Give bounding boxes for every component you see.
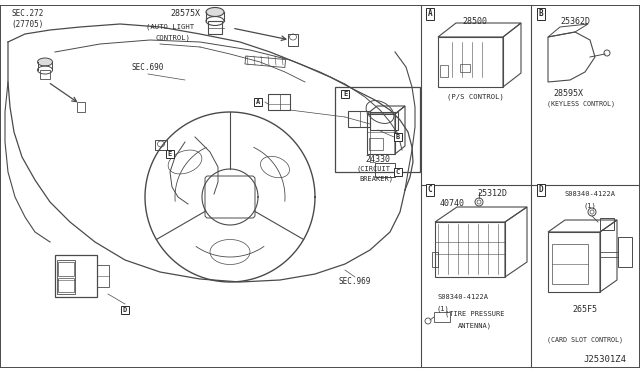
- Text: 24330: 24330: [365, 154, 390, 164]
- Text: (P/S CONTROL): (P/S CONTROL): [447, 94, 504, 100]
- Text: C: C: [428, 186, 432, 195]
- Text: 28595X: 28595X: [553, 90, 583, 99]
- Bar: [434, 312, 450, 322]
- Text: S08340-4122A: S08340-4122A: [437, 294, 488, 300]
- Bar: [600, 218, 614, 230]
- Text: BREAKER): BREAKER): [359, 176, 393, 182]
- Text: J25301Z4: J25301Z4: [584, 356, 627, 365]
- Text: SEC.690: SEC.690: [132, 62, 164, 71]
- Bar: [618, 237, 632, 267]
- Bar: [370, 112, 398, 130]
- Bar: [440, 65, 448, 77]
- Text: B: B: [539, 10, 543, 19]
- Text: 40740: 40740: [440, 199, 465, 208]
- Text: 265F5: 265F5: [573, 305, 598, 314]
- Bar: [268, 94, 290, 110]
- Text: 28575X: 28575X: [170, 10, 200, 19]
- Bar: [97, 265, 109, 287]
- Text: 25312D: 25312D: [477, 189, 507, 199]
- Bar: [280, 94, 290, 110]
- Text: S08340-4122A: S08340-4122A: [564, 191, 616, 197]
- Text: E: E: [168, 151, 172, 157]
- Bar: [348, 111, 370, 127]
- Bar: [288, 34, 298, 46]
- Ellipse shape: [206, 7, 224, 16]
- Text: A: A: [428, 10, 432, 19]
- Bar: [360, 111, 370, 127]
- Bar: [245, 56, 285, 67]
- Bar: [58, 278, 74, 292]
- Bar: [552, 244, 588, 284]
- Bar: [55, 255, 97, 297]
- Bar: [77, 102, 85, 112]
- Text: 28500: 28500: [463, 17, 488, 26]
- Text: ANTENNA): ANTENNA): [458, 323, 492, 329]
- Text: (CIRCUIT: (CIRCUIT: [356, 166, 390, 172]
- Ellipse shape: [38, 58, 52, 66]
- Text: C: C: [396, 169, 400, 175]
- Text: A: A: [256, 99, 260, 105]
- Text: (AUTO LIGHT: (AUTO LIGHT: [146, 24, 194, 30]
- Text: SEC.272: SEC.272: [12, 10, 44, 19]
- Bar: [208, 21, 222, 34]
- Text: E: E: [343, 91, 347, 97]
- Bar: [58, 262, 74, 276]
- Text: D: D: [539, 186, 543, 195]
- Text: D: D: [123, 307, 127, 313]
- Text: (TIRE PRESSURE: (TIRE PRESSURE: [445, 311, 505, 317]
- Text: (KEYLESS CONTROL): (KEYLESS CONTROL): [547, 101, 615, 107]
- Text: (27705): (27705): [12, 20, 44, 29]
- Text: SEC.969: SEC.969: [339, 278, 371, 286]
- Bar: [40, 70, 50, 79]
- Bar: [375, 163, 395, 177]
- Bar: [57, 260, 75, 294]
- Text: (1): (1): [437, 306, 450, 312]
- Text: (1): (1): [584, 203, 596, 209]
- Text: (CARD SLOT CONTROL): (CARD SLOT CONTROL): [547, 337, 623, 343]
- Bar: [155, 140, 167, 150]
- Text: CONTROL): CONTROL): [156, 35, 191, 41]
- Bar: [460, 64, 470, 72]
- Text: B: B: [396, 134, 400, 140]
- Text: 25362D: 25362D: [560, 17, 590, 26]
- Bar: [432, 252, 438, 267]
- Bar: [369, 138, 383, 150]
